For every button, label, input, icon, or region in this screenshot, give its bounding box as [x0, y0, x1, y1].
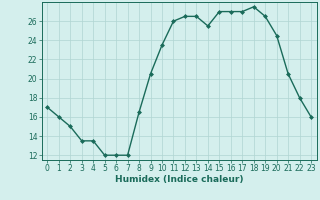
X-axis label: Humidex (Indice chaleur): Humidex (Indice chaleur): [115, 175, 244, 184]
